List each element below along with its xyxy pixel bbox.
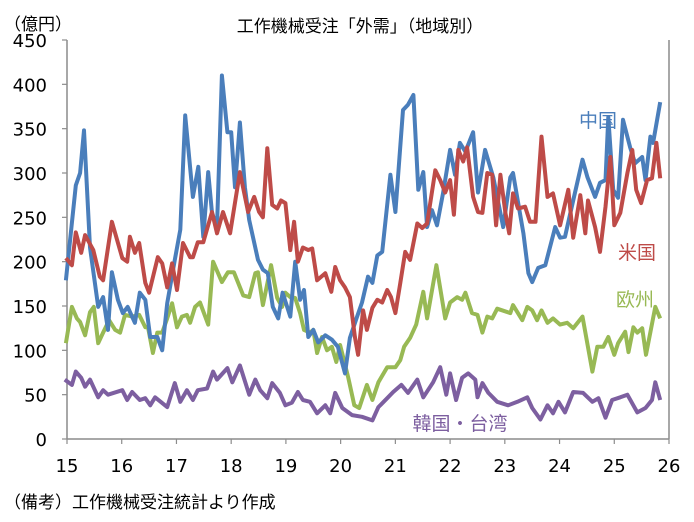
series-label: 韓国・台湾 <box>412 413 507 435</box>
y-tick-label: 450 <box>13 31 47 52</box>
y-tick-label: 50 <box>24 386 47 407</box>
x-tick-label: 25 <box>603 456 626 477</box>
y-unit-label: （億円） <box>4 15 72 35</box>
y-tick-label: 250 <box>13 208 47 229</box>
series-line-3 <box>63 363 663 423</box>
y-tick-label: 200 <box>13 253 47 274</box>
x-tick-label: 20 <box>329 456 352 477</box>
series-label: 米国 <box>618 242 656 264</box>
x-tick-label: 16 <box>110 456 133 477</box>
y-tick-label: 300 <box>13 164 47 185</box>
x-tick-label: 22 <box>439 456 462 477</box>
axes: 0 50 100 150 200 250 300 350 400 450 15 16 17 18 19 20 2… <box>13 31 681 477</box>
y-tick-label: 350 <box>13 120 47 141</box>
series-label: 中国 <box>579 110 617 132</box>
chart-title: 工作機械受注「外需」（地域別） <box>237 17 484 37</box>
y-tick-label: 100 <box>13 341 47 362</box>
x-tick-label: 15 <box>56 456 79 477</box>
series-label: 欧州 <box>616 289 654 311</box>
x-tick-label: 23 <box>493 456 516 477</box>
x-tick-label: 19 <box>274 456 297 477</box>
x-tick-label: 26 <box>658 456 681 477</box>
series-line-1 <box>64 134 663 357</box>
series-line-2 <box>63 259 663 410</box>
series-lines <box>63 73 663 423</box>
source-note: （備考）工作機械受注統計より作成 <box>4 493 276 513</box>
x-tick-label: 21 <box>384 456 407 477</box>
x-tick-label: 17 <box>165 456 188 477</box>
y-tick-label: 150 <box>13 297 47 318</box>
y-tick-label: 400 <box>13 75 47 96</box>
x-tick-label: 18 <box>220 456 243 477</box>
x-tick-label: 24 <box>548 456 571 477</box>
y-tick-label: 0 <box>36 430 47 451</box>
